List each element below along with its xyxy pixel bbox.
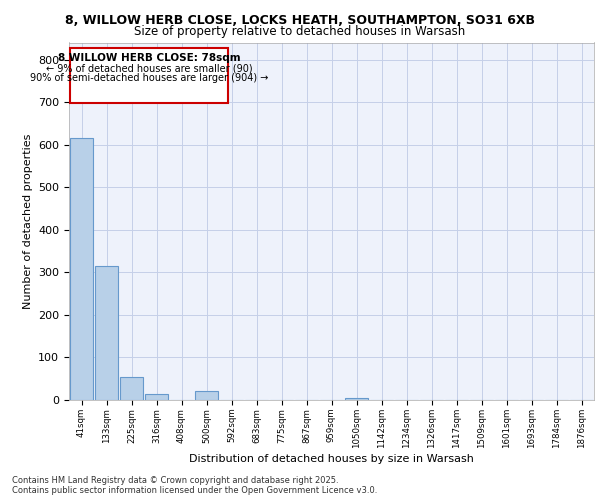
FancyBboxPatch shape	[70, 48, 228, 103]
Bar	[95, 266, 118, 400]
Text: Contains HM Land Registry data © Crown copyright and database right 2025.: Contains HM Land Registry data © Crown c…	[12, 476, 338, 485]
Bar	[70, 138, 93, 400]
Text: 90% of semi-detached houses are larger (904) →: 90% of semi-detached houses are larger (…	[30, 73, 268, 83]
Bar	[145, 394, 168, 400]
Text: 8, WILLOW HERB CLOSE, LOCKS HEATH, SOUTHAMPTON, SO31 6XB: 8, WILLOW HERB CLOSE, LOCKS HEATH, SOUTH…	[65, 14, 535, 27]
Text: 8 WILLOW HERB CLOSE: 78sqm: 8 WILLOW HERB CLOSE: 78sqm	[58, 52, 241, 62]
Text: Size of property relative to detached houses in Warsash: Size of property relative to detached ho…	[134, 25, 466, 38]
Bar	[195, 392, 218, 400]
Text: Contains public sector information licensed under the Open Government Licence v3: Contains public sector information licen…	[12, 486, 377, 495]
Bar	[120, 376, 143, 400]
Text: ← 9% of detached houses are smaller (90): ← 9% of detached houses are smaller (90)	[46, 64, 253, 74]
Y-axis label: Number of detached properties: Number of detached properties	[23, 134, 32, 309]
X-axis label: Distribution of detached houses by size in Warsash: Distribution of detached houses by size …	[189, 454, 474, 464]
Bar	[345, 398, 368, 400]
